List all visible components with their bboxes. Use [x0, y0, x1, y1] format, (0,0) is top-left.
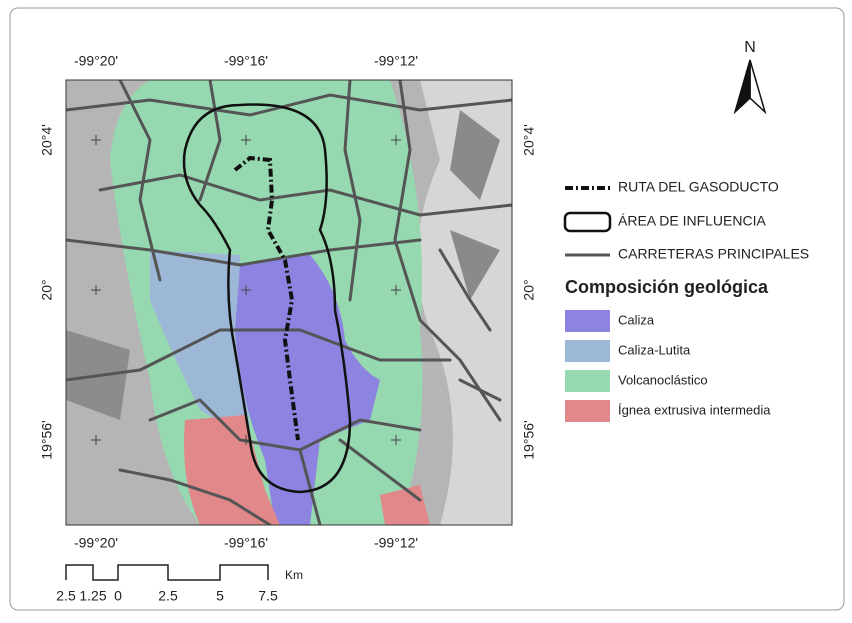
lat-label: 20°4' [39, 124, 55, 156]
lat-label: 19°56' [39, 420, 55, 459]
scale-label: 2.5 [158, 588, 178, 604]
scale-label: 2.5 [56, 588, 76, 604]
scale-label: 0 [114, 588, 122, 604]
scale-unit: Km [285, 568, 303, 582]
legend-swatch [565, 340, 610, 362]
scale-label: 1.25 [79, 588, 106, 604]
lat-label: 19°56' [521, 420, 537, 459]
lon-label: -99°16' [224, 535, 268, 551]
legend-label: Caliza [618, 312, 655, 327]
north-label: N [744, 39, 756, 56]
lon-label: -99°12' [374, 535, 418, 551]
legend-label: CARRETERAS PRINCIPALES [618, 246, 809, 262]
lon-label: -99°20' [74, 53, 118, 69]
lat-label: 20° [521, 279, 537, 300]
legend-swatch [565, 400, 610, 422]
lon-label: -99°20' [74, 535, 118, 551]
lat-label: 20°4' [521, 124, 537, 156]
legend-title: Composición geológica [565, 277, 769, 297]
legend-label: Caliza-Lutita [618, 342, 691, 357]
legend-swatch [565, 370, 610, 392]
scale-label: 7.5 [258, 588, 278, 604]
lon-label: -99°16' [224, 53, 268, 69]
lat-label: 20° [39, 279, 55, 300]
lon-label: -99°12' [374, 53, 418, 69]
legend-label: ÁREA DE INFLUENCIA [618, 213, 766, 229]
legend-swatch [565, 310, 610, 332]
legend-label: Volcanoclástico [618, 372, 708, 387]
scale-label: 5 [216, 588, 224, 604]
map-area [66, 80, 512, 525]
map-figure: -99°20' -99°16' -99°12' -99°20' -99°16' … [0, 0, 852, 618]
legend-label: RUTA DEL GASODUCTO [618, 179, 779, 195]
legend-label: Ígnea extrusiva intermedia [618, 402, 771, 417]
